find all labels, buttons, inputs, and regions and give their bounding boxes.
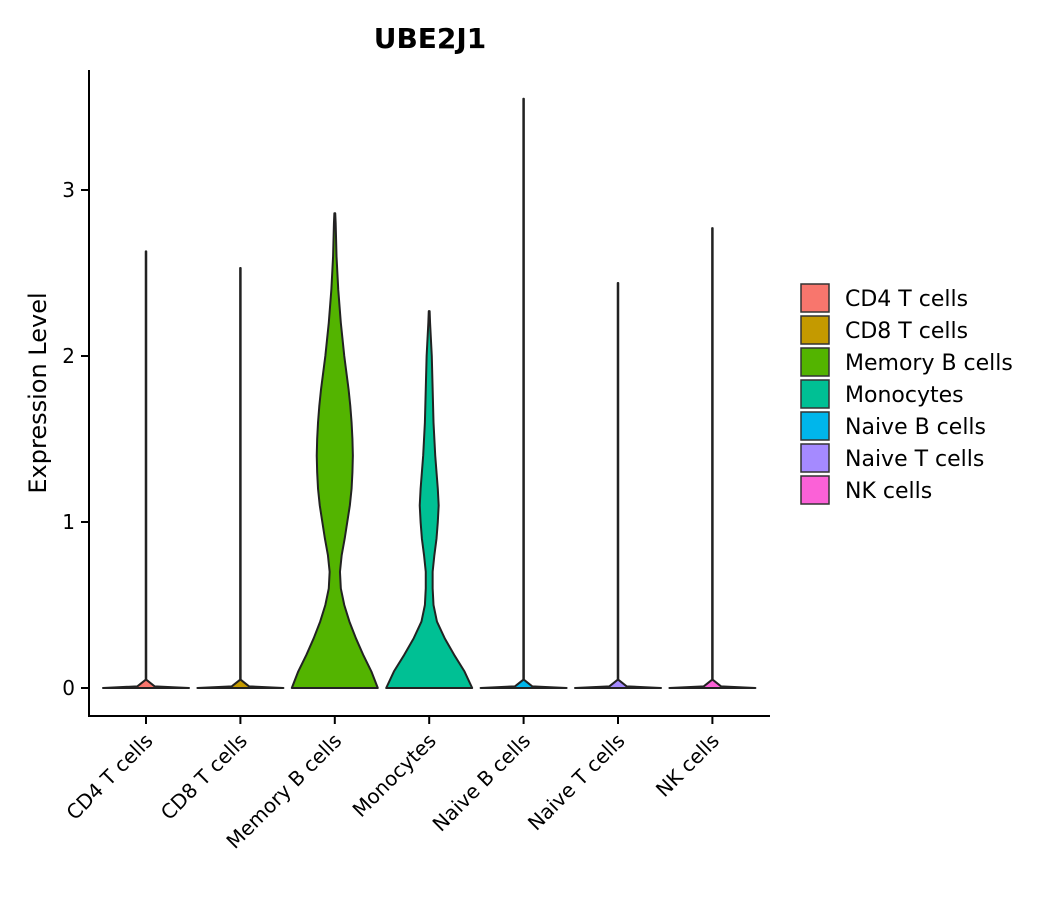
legend-label: Memory B cells (845, 351, 1013, 376)
legend-label: CD8 T cells (845, 319, 968, 344)
legend-swatch (800, 443, 830, 473)
legend-label: Naive B cells (845, 415, 986, 440)
violin-nk-cells (668, 227, 757, 689)
y-ticks-group: 0 1 2 3 (62, 178, 89, 700)
y-axis-label: Expression Level (24, 292, 52, 493)
legend: CD4 T cells CD8 T cells Memory B cells Mono… (800, 283, 1013, 505)
legend-label: Monocytes (845, 383, 964, 408)
x-tick-label: NK cells (651, 729, 724, 802)
legend-swatch (800, 475, 830, 505)
y-tick-label: 2 (62, 344, 75, 368)
violins-group (102, 97, 757, 689)
legend-label: CD4 T cells (845, 287, 968, 312)
chart-title: UBE2J1 (374, 22, 487, 55)
violin-cd8-t-cells (196, 267, 285, 689)
y-tick-label: 0 (62, 676, 75, 700)
legend-swatch (800, 283, 830, 313)
legend-swatch (800, 347, 830, 377)
x-tick-label: CD4 T cells (61, 729, 157, 825)
y-tick-label: 3 (62, 178, 75, 202)
x-tick-label: Naive B cells (428, 729, 536, 837)
legend-swatch (800, 315, 830, 345)
x-tick-label: Monocytes (348, 729, 441, 822)
y-tick-label: 1 (62, 510, 75, 534)
violin-naive-b-cells (479, 97, 568, 689)
violin-monocytes (385, 310, 474, 689)
legend-label: Naive T cells (845, 447, 984, 472)
violin-naive-t-cells (574, 281, 662, 689)
violin-cd4-t-cells (102, 250, 190, 689)
violin-memory-b-cells (290, 212, 379, 689)
legend-swatch (800, 411, 830, 441)
legend-label: NK cells (845, 479, 932, 504)
x-tick-label: Naive T cells (523, 729, 630, 836)
legend-swatch (800, 379, 830, 409)
x-tick-label: CD8 T cells (156, 729, 252, 825)
